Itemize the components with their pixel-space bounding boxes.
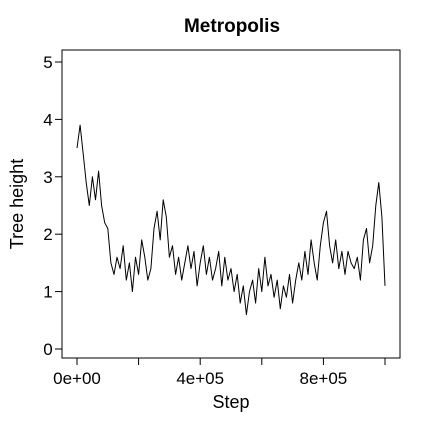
x-tick-label: 8e+05 (300, 369, 348, 388)
y-tick-label: 3 (43, 168, 52, 187)
x-axis-label: Step (212, 392, 249, 412)
x-axis: 0e+00 4e+05 8e+05 (53, 358, 386, 388)
x-tick-label: 0e+00 (53, 369, 101, 388)
x-tick-label: 4e+05 (176, 369, 224, 388)
y-tick-label: 0 (43, 340, 52, 359)
y-tick-label: 2 (43, 225, 52, 244)
y-tick-label: 4 (43, 110, 52, 129)
series-layer (76, 124, 386, 316)
plot-frame (61, 49, 401, 359)
y-tick-label: 5 (43, 53, 52, 72)
series-line (76, 124, 386, 316)
y-tick-label: 1 (43, 283, 52, 302)
y-axis: 0 1 2 3 4 5 (43, 53, 62, 359)
y-axis-label: Tree height (7, 159, 27, 249)
chart-title: Metropolis (184, 16, 280, 37)
